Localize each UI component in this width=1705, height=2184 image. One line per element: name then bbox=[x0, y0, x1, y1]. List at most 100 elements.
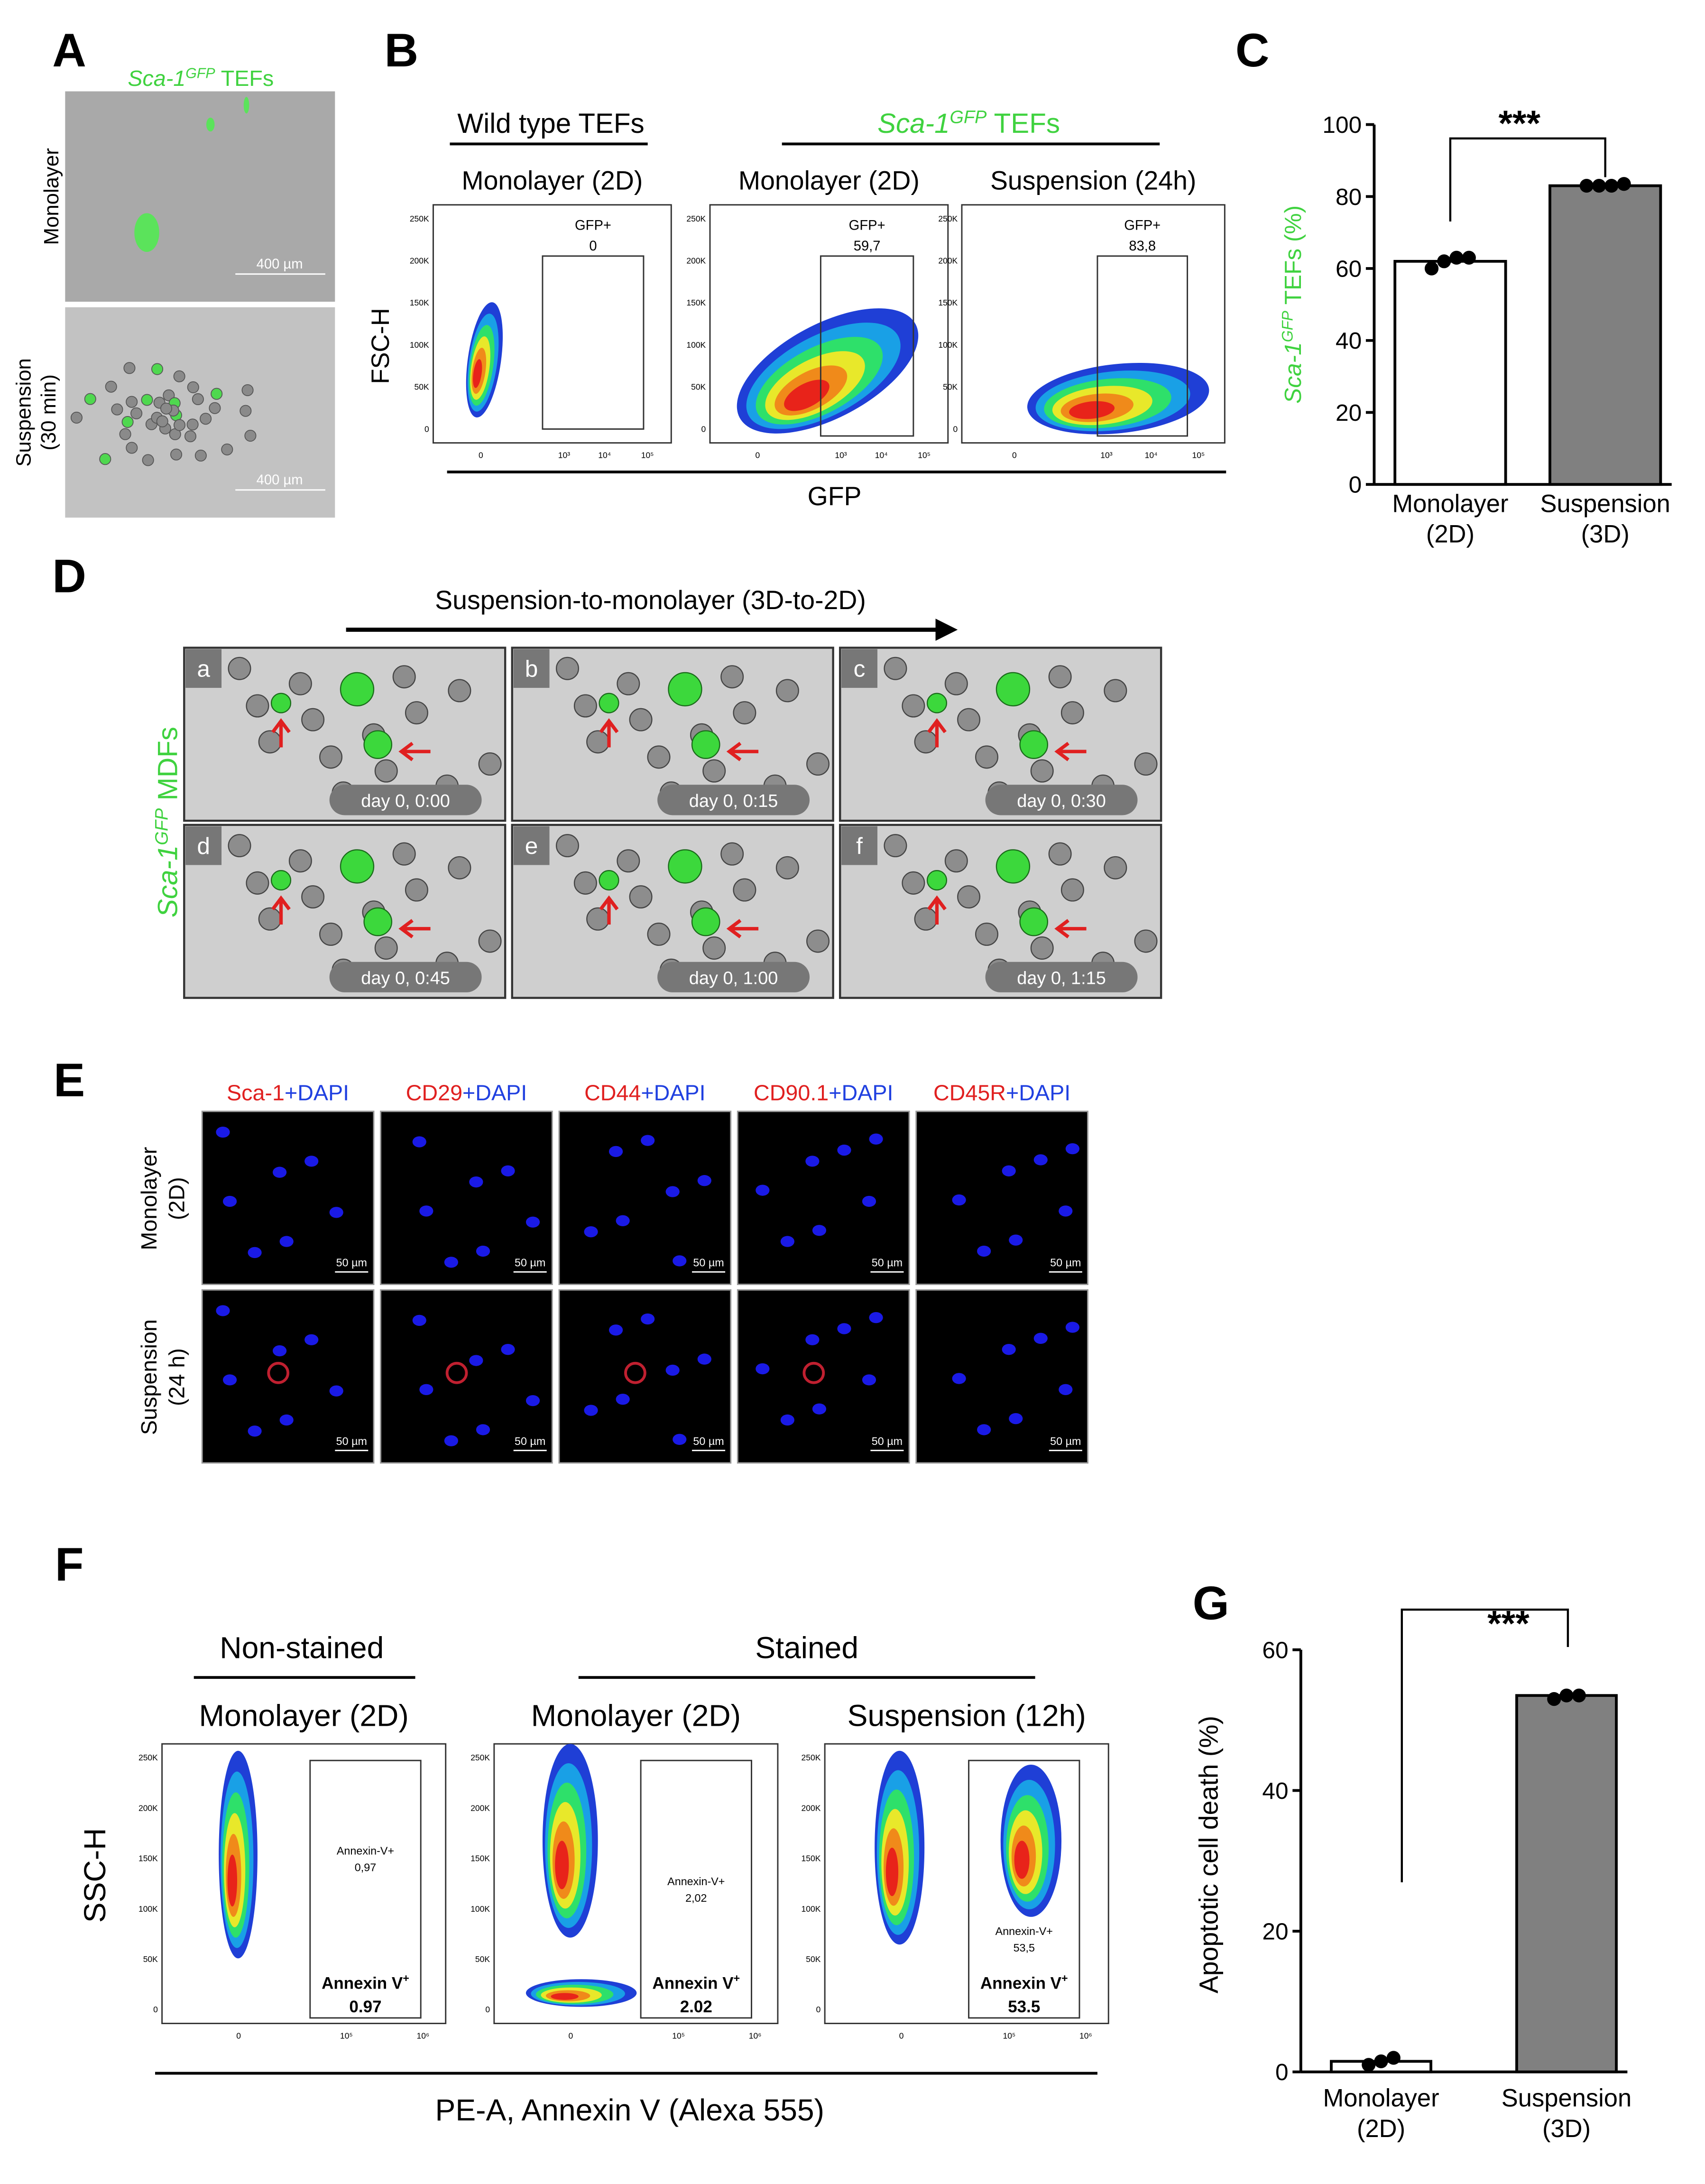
cell bbox=[1019, 907, 1049, 936]
y-axis-label: Apoptotic cell death (%) bbox=[1194, 1716, 1224, 1993]
nucleus bbox=[469, 1355, 483, 1366]
gate bbox=[968, 1759, 1080, 2019]
nucleus bbox=[304, 1334, 319, 1345]
cell bbox=[160, 402, 173, 415]
cell bbox=[702, 759, 726, 783]
cell bbox=[478, 752, 502, 776]
x-tick-label: Monolayer bbox=[1392, 490, 1508, 518]
cell bbox=[647, 745, 671, 769]
cell bbox=[1134, 929, 1158, 953]
axis-tick-label: 100K bbox=[470, 1904, 490, 1914]
stain-name: +DAPI bbox=[462, 1081, 527, 1105]
density-blob bbox=[551, 1993, 579, 2000]
cell bbox=[141, 394, 153, 406]
axis-label: FSC-H bbox=[367, 308, 395, 384]
axis-tick-label: 250K bbox=[470, 1753, 490, 1762]
cell bbox=[448, 856, 471, 879]
data-point bbox=[1386, 2051, 1401, 2065]
gate-value-small: 53,5 bbox=[1014, 1942, 1035, 1954]
gate bbox=[309, 1759, 422, 2019]
cell bbox=[902, 694, 925, 718]
nucleus bbox=[665, 1186, 680, 1197]
cell bbox=[586, 730, 610, 754]
frame-id: e bbox=[525, 833, 538, 859]
nucleus bbox=[869, 1312, 883, 1323]
axis-tick-label: 0 bbox=[899, 2031, 904, 2041]
nucleus bbox=[273, 1166, 287, 1178]
cell bbox=[478, 929, 502, 953]
bar bbox=[1393, 259, 1507, 486]
y-tick-label: 60 bbox=[1336, 256, 1362, 282]
nucleus bbox=[1065, 1322, 1079, 1333]
cell bbox=[194, 449, 207, 462]
cell bbox=[995, 849, 1031, 884]
gate-value: 0.97 bbox=[349, 1998, 381, 2016]
panel-letter: G bbox=[1193, 1577, 1229, 1630]
stain-name: +DAPI bbox=[641, 1081, 705, 1105]
frame-id: c bbox=[854, 656, 866, 682]
time-label: day 0, 0:00 bbox=[361, 791, 450, 811]
cell bbox=[288, 672, 312, 695]
cell bbox=[944, 672, 968, 695]
cell bbox=[914, 907, 938, 931]
y-tick-label: 0 bbox=[1349, 472, 1362, 498]
plot-frame bbox=[161, 1743, 447, 2025]
cell bbox=[288, 849, 312, 873]
column-label: Sca-1+DAPI bbox=[227, 1081, 349, 1105]
gate-label-small: Annexin-V+ bbox=[667, 1875, 725, 1888]
nucleus bbox=[837, 1144, 851, 1156]
axis-tick-label: 0 bbox=[1012, 451, 1017, 460]
stain bbox=[445, 1361, 468, 1384]
gate-value: 83,8 bbox=[1129, 239, 1156, 254]
cell bbox=[209, 402, 221, 414]
marker-name: CD29 bbox=[406, 1081, 462, 1105]
cell bbox=[926, 693, 948, 713]
axis-tick-label: 10⁵ bbox=[641, 451, 654, 460]
cell bbox=[975, 745, 999, 769]
nucleus bbox=[641, 1313, 655, 1325]
arrow bbox=[398, 741, 431, 761]
axis-tick-label: 150K bbox=[686, 298, 706, 307]
nucleus bbox=[641, 1135, 655, 1146]
cell bbox=[105, 380, 117, 393]
axis-tick-label: 250K bbox=[802, 1753, 821, 1762]
cell bbox=[691, 907, 720, 936]
data-point bbox=[1437, 254, 1451, 268]
condition-label: Monolayer (2D) bbox=[738, 166, 920, 195]
density-blob bbox=[885, 1848, 899, 1897]
cell bbox=[573, 871, 597, 895]
cell bbox=[200, 413, 212, 425]
axis-label: SSC-H bbox=[78, 1828, 112, 1923]
cell bbox=[617, 849, 640, 873]
data-point bbox=[1592, 178, 1606, 193]
nucleus bbox=[697, 1175, 711, 1186]
cell bbox=[70, 411, 83, 424]
x-tick-label: Suspension bbox=[1502, 2084, 1631, 2112]
x-tick-label: (3D) bbox=[1542, 2115, 1591, 2143]
gate-label: Annexin V+ bbox=[652, 1972, 740, 1993]
nucleus bbox=[444, 1257, 458, 1268]
axis-tick-label: 0 bbox=[816, 2005, 821, 2014]
label-part: Sca-1 bbox=[128, 66, 185, 91]
row-label: (30 min) bbox=[37, 374, 60, 450]
axis-tick-label: 10⁶ bbox=[749, 2031, 762, 2041]
nucleus bbox=[977, 1245, 991, 1257]
group-label: Non-stained bbox=[220, 1630, 384, 1665]
axis-tick-label: 250K bbox=[938, 214, 958, 223]
stain-name: +DAPI bbox=[285, 1081, 349, 1105]
nucleus bbox=[222, 1374, 237, 1386]
y-tick-label: 80 bbox=[1336, 184, 1362, 210]
frame-id: a bbox=[197, 656, 210, 682]
x-tick-label: Monolayer bbox=[1323, 2084, 1439, 2112]
label-part: + bbox=[403, 1972, 409, 1984]
marker-name: CD90.1 bbox=[754, 1081, 829, 1105]
cell bbox=[957, 885, 981, 909]
cell bbox=[363, 730, 393, 759]
cell bbox=[301, 885, 325, 909]
cell bbox=[301, 708, 325, 731]
cell bbox=[720, 665, 744, 689]
nucleus bbox=[216, 1305, 230, 1316]
x-tick-label: (2D) bbox=[1357, 2115, 1405, 2143]
time-pill bbox=[657, 785, 810, 815]
axis-tick-label: 0 bbox=[701, 424, 706, 434]
